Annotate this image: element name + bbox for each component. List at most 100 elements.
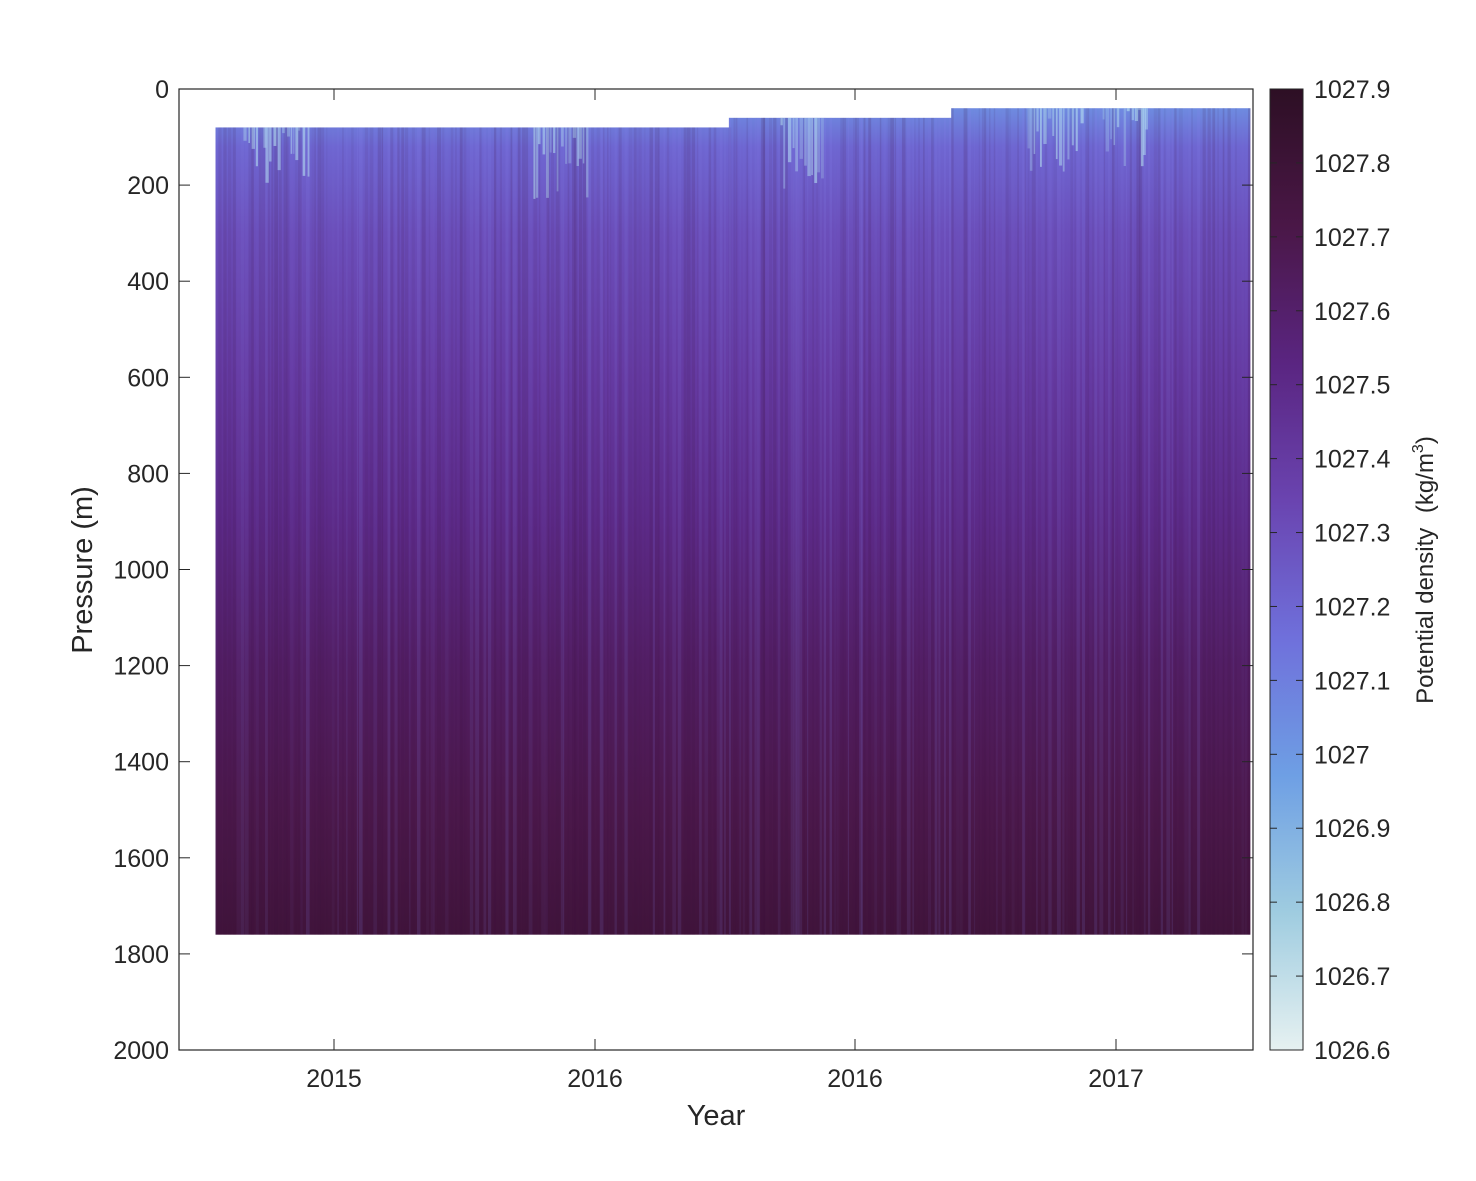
heatmap-streak xyxy=(852,117,857,935)
heatmap-streak xyxy=(596,127,601,935)
heatmap-streak xyxy=(541,127,545,935)
heatmap-streak xyxy=(840,117,844,935)
colorbar-label-text: Potential density xyxy=(1412,528,1439,704)
heatmap-streak xyxy=(1071,108,1074,146)
heatmap-streak xyxy=(814,117,818,184)
heatmap-streak xyxy=(756,117,760,935)
heatmap-streak xyxy=(517,127,521,935)
heatmap-streak xyxy=(1055,108,1058,160)
heatmap-streak xyxy=(686,127,691,935)
heatmap-streak xyxy=(887,117,891,935)
heatmap-streak xyxy=(394,127,398,935)
heatmap-streak xyxy=(1110,108,1112,140)
heatmap-streak xyxy=(1164,108,1166,935)
heatmap-streak xyxy=(1116,108,1118,935)
heatmap-streak xyxy=(829,117,832,935)
heatmap-streak xyxy=(1126,108,1128,935)
heatmap-streak xyxy=(868,117,872,935)
heatmap-streak xyxy=(317,127,321,935)
colorbar-label-exponent: 3 xyxy=(1410,444,1427,453)
heatmap-block-1 xyxy=(215,127,730,935)
heatmap-streak xyxy=(1147,108,1151,935)
heatmap-streak xyxy=(505,127,509,935)
heatmap-streak xyxy=(445,127,449,935)
heatmap-streak xyxy=(874,117,878,935)
heatmap-streak xyxy=(1011,108,1015,935)
heatmap-streak xyxy=(442,127,445,935)
heatmap-streak xyxy=(779,117,784,935)
y-tick-label: 1200 xyxy=(113,653,169,681)
heatmap-streak xyxy=(1080,108,1084,124)
heatmap-streak xyxy=(783,117,786,189)
heatmap-streak xyxy=(255,127,259,935)
heatmap-streak xyxy=(326,127,328,935)
heatmap-streak xyxy=(1105,108,1110,152)
heatmap-streak xyxy=(567,127,570,935)
heatmap-streak xyxy=(746,117,748,935)
heatmap-streak xyxy=(792,117,795,149)
heatmap-streak xyxy=(356,127,359,935)
heatmap-streak xyxy=(1091,108,1095,935)
x-axis: 2015 2016 2016 2017 xyxy=(306,89,1144,1093)
heatmap-streak xyxy=(493,127,497,935)
heatmap-streak xyxy=(1140,108,1144,167)
heatmap-streak xyxy=(696,127,699,935)
heatmap-streak xyxy=(535,127,539,198)
heatmap-streak xyxy=(568,127,572,164)
heatmap-streak xyxy=(565,127,568,164)
heatmap-streak xyxy=(1142,108,1146,156)
heatmap-streak xyxy=(1144,108,1148,130)
heatmap-streak xyxy=(938,117,941,935)
heatmap-streak xyxy=(896,117,900,935)
heatmap-streak xyxy=(1171,108,1173,935)
heatmap-streak xyxy=(823,117,827,935)
heatmap-streak xyxy=(292,127,295,154)
heatmap-streak xyxy=(421,127,426,935)
heatmap-streak xyxy=(963,108,968,935)
heatmap-streak xyxy=(1120,108,1124,935)
heatmap-streak xyxy=(927,117,932,935)
heatmap-streak xyxy=(803,117,805,935)
heatmap-streak xyxy=(609,127,612,935)
heatmap-streak xyxy=(251,127,254,935)
colorbar-ticks: 1026.6 1026.7 1026.8 1026.9 1027 1027.1 1027.2… xyxy=(1270,76,1391,1065)
heatmap-streak xyxy=(883,117,886,935)
heatmap-streak xyxy=(1029,108,1033,171)
heatmap-streak xyxy=(1217,108,1219,935)
heatmap-streak xyxy=(1017,108,1019,935)
heatmap-streak xyxy=(287,127,290,137)
heatmap-streak xyxy=(488,127,492,935)
y-tick-label: 1000 xyxy=(113,557,169,585)
heatmap-streak xyxy=(351,127,354,935)
heatmap-streak xyxy=(390,127,394,935)
heatmap-streak xyxy=(546,127,549,198)
heatmap-streak xyxy=(1056,108,1061,935)
heatmap-streak xyxy=(1044,108,1048,935)
heatmap-streak xyxy=(1245,108,1247,935)
heatmap-streak xyxy=(1062,108,1065,935)
heatmap-streak xyxy=(723,127,726,935)
heatmap-streak xyxy=(956,108,960,935)
heatmap-streak xyxy=(1132,108,1135,935)
heatmap-streaks xyxy=(215,108,1251,935)
heatmap-streak xyxy=(373,127,377,935)
heatmap-streak xyxy=(1102,108,1105,120)
heatmap-streak xyxy=(243,127,247,141)
heatmap-streak xyxy=(795,117,799,172)
heatmap-streak xyxy=(1191,108,1193,935)
heatmap-streak xyxy=(906,117,911,935)
heatmap-streak xyxy=(533,127,538,935)
heatmap-streak xyxy=(539,127,541,935)
heatmap-streak xyxy=(863,117,866,935)
y-tick-label: 1800 xyxy=(113,941,169,969)
heatmap-streak xyxy=(639,127,642,935)
heatmap-streak xyxy=(816,117,821,173)
heatmap-streak xyxy=(248,127,250,144)
heatmap-streak xyxy=(1027,108,1030,935)
heatmap-streak xyxy=(553,127,556,154)
heatmap-streak xyxy=(699,127,702,935)
heatmap-streak xyxy=(397,127,400,935)
heatmap-streak xyxy=(1188,108,1191,935)
heatmap-streak xyxy=(556,127,559,192)
heatmap-streak xyxy=(978,108,980,935)
